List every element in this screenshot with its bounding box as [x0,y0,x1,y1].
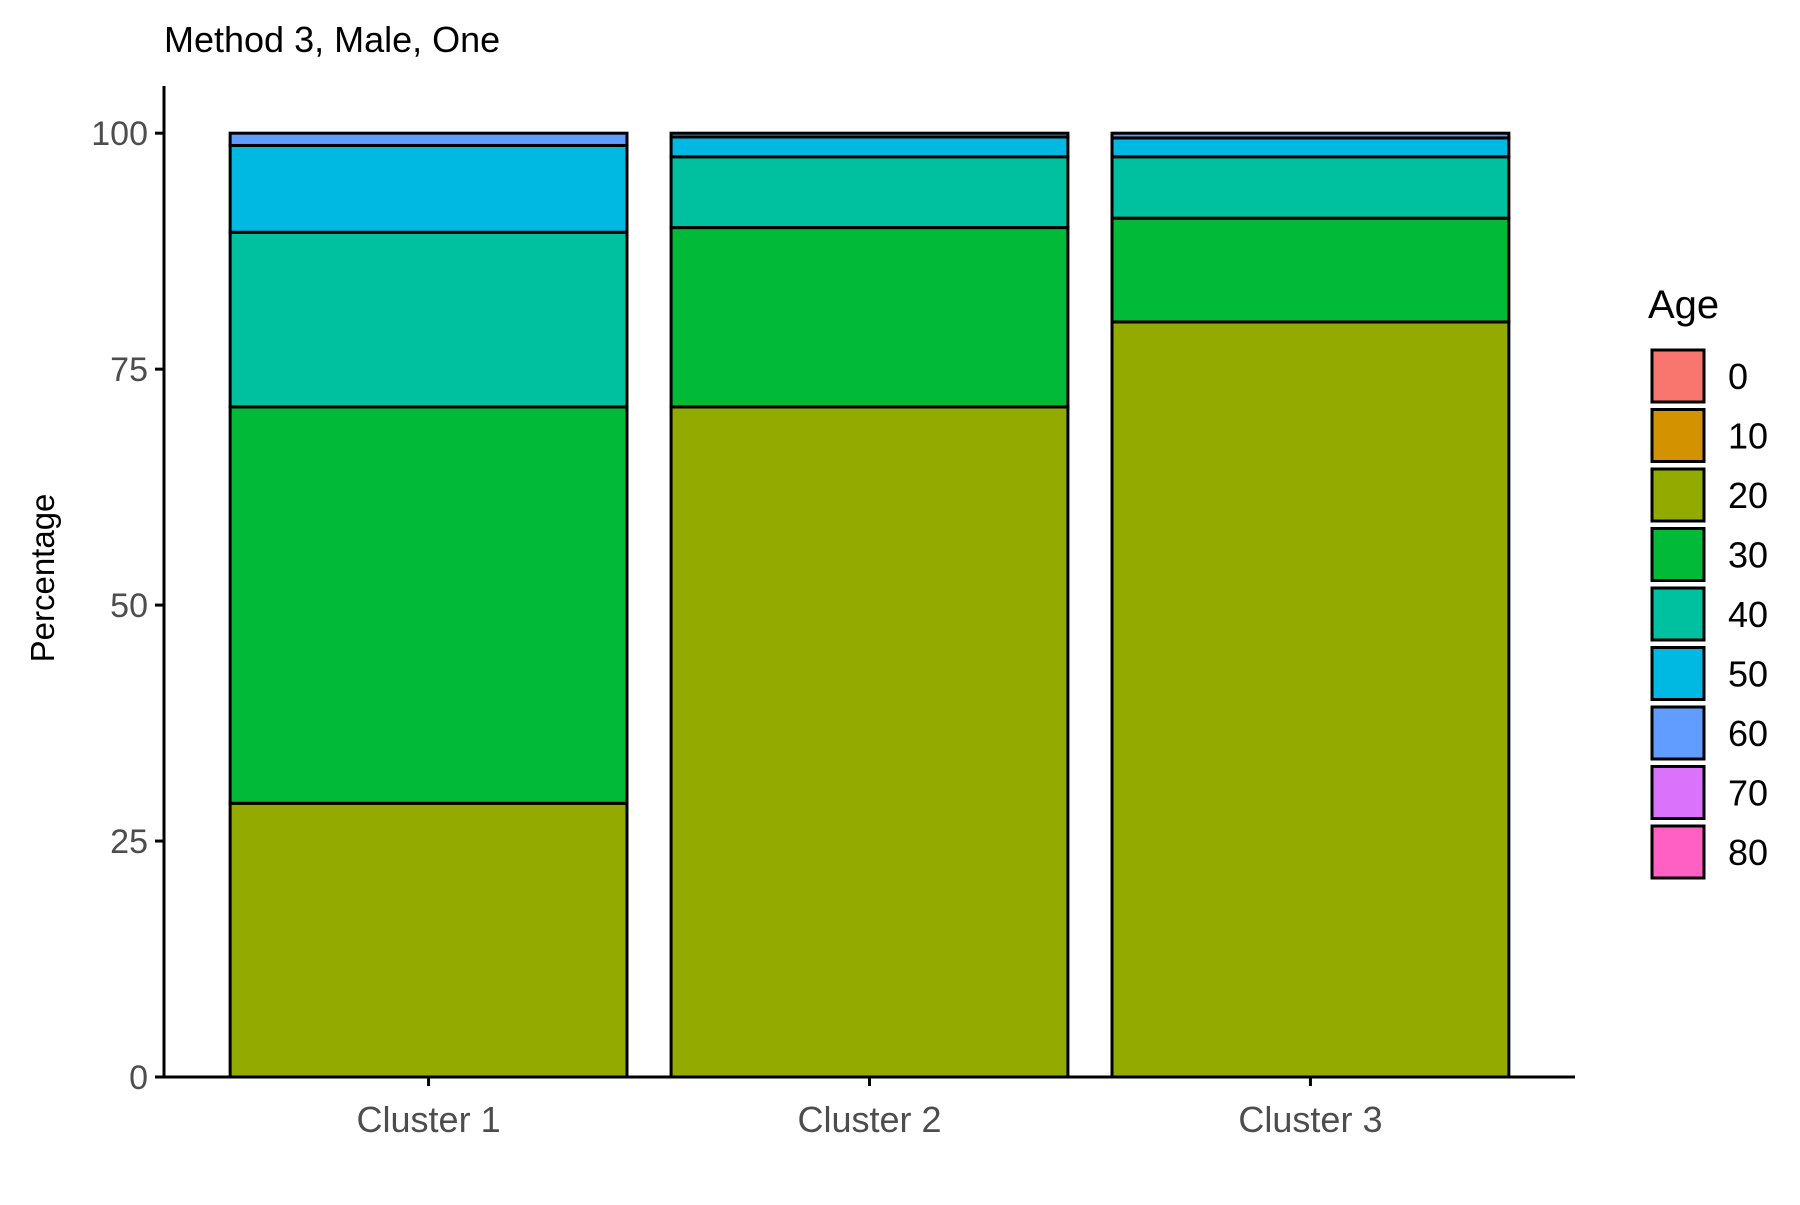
legend-key-10 [1650,408,1706,463]
bar-segment-cluster-3-age-60 [1110,131,1511,140]
bar-segment-cluster-3-age-30 [1110,216,1511,324]
legend-label-50: 50 [1728,654,1768,695]
legend-key-50 [1650,646,1706,701]
y-tick-label: 100 [91,115,148,153]
legend-key-40 [1650,586,1706,642]
legend-key-60 [1650,705,1706,761]
legend-key-20 [1650,467,1706,523]
bar-segment-cluster-2-age-20 [669,405,1070,1079]
legend-label-20: 20 [1728,475,1768,516]
legend-label-0: 0 [1728,356,1748,397]
chart-title: Method 3, Male, One [164,19,500,60]
bar-segment-cluster-1-age-30 [228,405,629,805]
legend-label-70: 70 [1728,773,1768,814]
bar-segment-cluster-1-age-50 [228,143,629,234]
axes: 0 25 50 75 100 Cluster 1 Cluster 2 Cluster 3 [91,86,1575,1140]
bar-segment-cluster-1-age-60 [228,131,629,147]
legend-key-0 [1650,348,1706,404]
legend-label-60: 60 [1728,713,1768,754]
x-tick-label: Cluster 3 [1238,1099,1382,1140]
bar-segment-cluster-2-age-50 [669,135,1070,159]
bar-segment-cluster-3-age-40 [1110,155,1511,220]
y-tick-label: 25 [110,823,148,861]
y-axis-label: Percentage [24,494,61,663]
legend-label-30: 30 [1728,535,1768,576]
bar-segment-cluster-3-age-20 [1110,320,1511,1079]
bar-segment-cluster-1-age-20 [228,801,629,1079]
legend-key-70 [1650,765,1706,820]
legend-key-80 [1650,824,1706,880]
x-tick-label: Cluster 1 [357,1099,501,1140]
bar-segment-cluster-1-age-40 [228,230,629,409]
y-tick-label: 75 [110,351,148,389]
bar-segment-cluster-2-age-60 [669,131,1070,139]
legend-label-40: 40 [1728,594,1768,635]
legend-label-10: 10 [1728,416,1768,457]
bar-segment-cluster-2-age-30 [669,226,1070,409]
legend-title: Age [1648,283,1719,327]
bars [228,131,1511,1079]
y-tick-label: 0 [129,1059,148,1097]
y-tick-label: 50 [110,587,148,625]
bar-segment-cluster-2-age-40 [669,155,1070,230]
bar-segment-cluster-3-age-50 [1110,136,1511,159]
legend-key-30 [1650,527,1706,582]
legend-label-80: 80 [1728,832,1768,873]
x-tick-label: Cluster 2 [797,1099,941,1140]
legend: Age 0 10 20 30 40 50 60 70 80 [1648,283,1768,880]
